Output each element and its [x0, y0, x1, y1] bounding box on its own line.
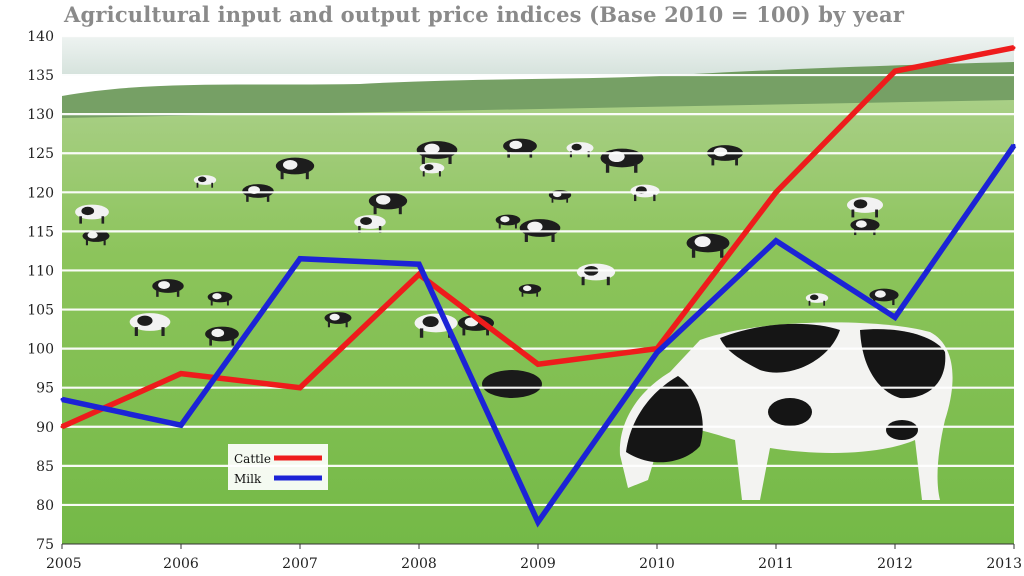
cow-figure	[495, 214, 521, 229]
series-lines	[60, 45, 1017, 528]
y-tick-label: 140	[27, 29, 54, 45]
cow-figure	[416, 141, 458, 164]
legend: Cattle Milk	[228, 444, 328, 490]
data-point-cattle	[893, 69, 897, 73]
y-tick-label: 85	[36, 459, 54, 475]
background-photo	[62, 36, 1014, 544]
cow-figure	[324, 312, 352, 328]
y-tick-label: 125	[27, 146, 54, 162]
y-tick-label: 115	[27, 224, 54, 240]
data-point-milk	[655, 351, 659, 355]
data-point-milk	[774, 239, 778, 243]
y-tick-label: 130	[27, 107, 54, 123]
legend-box	[228, 444, 328, 490]
x-tick-label: 2006	[163, 556, 199, 572]
y-tick-label: 75	[36, 537, 54, 553]
x-tick-label: 2013	[986, 556, 1022, 572]
data-point-cattle	[1012, 46, 1016, 50]
x-tick-label: 2011	[758, 556, 794, 572]
y-tick-label: 90	[36, 420, 54, 436]
cow-figure	[193, 175, 217, 188]
cow-figure	[354, 215, 386, 233]
data-point-milk	[536, 520, 540, 524]
y-tick-label: 95	[36, 381, 54, 397]
data-point-milk	[893, 315, 897, 319]
cow-figure	[576, 263, 616, 286]
x-tick-label: 2010	[639, 556, 675, 572]
cow-figure	[82, 230, 110, 246]
x-tick-label: 2008	[401, 556, 437, 572]
x-tick-label: 2012	[877, 556, 913, 572]
cow-figure	[482, 370, 542, 398]
cow-figure	[518, 284, 542, 297]
y-tick-label: 110	[27, 263, 54, 279]
data-point-cattle	[179, 372, 183, 376]
cow-figure	[75, 204, 109, 224]
data-point-cattle	[536, 362, 540, 366]
cow-figure	[368, 192, 408, 215]
y-tick-label: 120	[27, 185, 54, 201]
data-point-cattle	[60, 425, 64, 429]
y-tick-label: 100	[27, 342, 54, 358]
cow-figure	[805, 293, 829, 306]
data-point-milk	[1012, 143, 1016, 147]
cow-figure	[275, 157, 315, 180]
cow-figure	[686, 233, 730, 258]
y-tick-label: 80	[36, 498, 54, 514]
chart-title: Agricultural input and output price indi…	[64, 2, 905, 27]
data-point-milk	[60, 397, 64, 401]
y-tick-label: 135	[27, 68, 54, 84]
data-point-milk	[298, 257, 302, 261]
data-point-cattle	[298, 386, 302, 390]
data-point-cattle	[774, 190, 778, 194]
legend-label: Milk	[234, 472, 262, 486]
y-tick-label: 105	[27, 303, 54, 319]
cow-figure	[207, 291, 233, 306]
x-tick-label: 2009	[520, 556, 556, 572]
legend-label: Cattle	[234, 452, 271, 466]
x-tick-label: 2007	[282, 556, 318, 572]
cow-figure	[129, 313, 171, 336]
data-point-cattle	[417, 272, 421, 276]
data-point-milk	[417, 262, 421, 266]
cow-figure	[205, 326, 239, 346]
grass-field	[62, 100, 1014, 544]
gridlines	[62, 34, 1014, 507]
cow-figure	[152, 279, 184, 297]
x-tick-label: 2005	[46, 556, 82, 572]
cow-figure	[419, 162, 445, 177]
axes: 75 80 85 90 95 100 105 110 115 120 125 130 135 140 200…	[27, 29, 1022, 572]
cow-figure	[846, 197, 884, 218]
data-point-milk	[179, 423, 183, 427]
